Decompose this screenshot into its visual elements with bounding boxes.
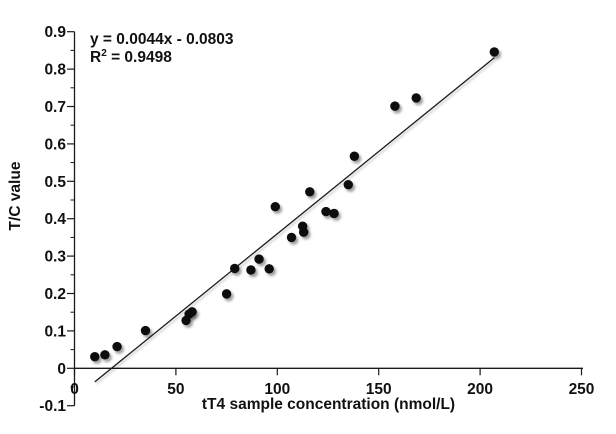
data-point — [298, 227, 309, 237]
trendline-annotation: y = 0.0044x - 0.0803 R2 = 0.9498 — [90, 31, 234, 67]
data-point — [100, 350, 110, 360]
data-point — [140, 325, 151, 336]
data-point — [230, 263, 240, 274]
y-tick-label: 0.1 — [44, 323, 66, 340]
data-point — [305, 187, 315, 197]
data-point — [349, 151, 360, 161]
trendline-equation: y = 0.0044x - 0.0803 — [90, 31, 234, 48]
x-tick-label: 100 — [264, 381, 290, 398]
x-tick-label: 0 — [70, 381, 79, 398]
x-tick-label: 150 — [366, 381, 392, 398]
data-point — [286, 232, 297, 243]
x-axis-title: tT4 sample concentration (nmol/L) — [201, 396, 456, 413]
y-tick-label: 0.8 — [44, 62, 66, 79]
y-tick-label: -0.1 — [39, 398, 66, 415]
data-point — [411, 93, 421, 103]
data-point — [254, 254, 264, 264]
x-tick-label: 250 — [569, 381, 595, 398]
data-point — [321, 206, 331, 217]
y-tick-label: 0.3 — [44, 249, 66, 266]
data-point — [187, 307, 197, 317]
data-point — [329, 208, 339, 219]
data-point — [343, 179, 353, 190]
y-tick-label: 0.7 — [44, 99, 66, 116]
data-point — [90, 352, 100, 362]
y-tick-label: 0.9 — [44, 24, 66, 41]
data-point — [221, 289, 232, 299]
data-point — [270, 202, 280, 212]
trendline — [94, 57, 495, 383]
y-tick-label: 0.5 — [44, 174, 66, 191]
x-tick-label: 50 — [167, 381, 184, 398]
data-point — [246, 265, 256, 275]
data-point — [390, 101, 400, 111]
y-tick-label: 0.2 — [44, 286, 66, 303]
data-point — [264, 264, 274, 274]
y-tick-label: 0.6 — [44, 136, 66, 153]
data-point — [112, 341, 122, 352]
y-axis-title: T/C value — [7, 161, 24, 231]
data-point — [489, 47, 499, 57]
y-tick-label: 0 — [57, 361, 66, 378]
r-squared-value: R2 = 0.9498 — [90, 47, 172, 66]
x-tick-label: 200 — [467, 381, 493, 398]
y-tick-label: 0.4 — [44, 211, 66, 228]
